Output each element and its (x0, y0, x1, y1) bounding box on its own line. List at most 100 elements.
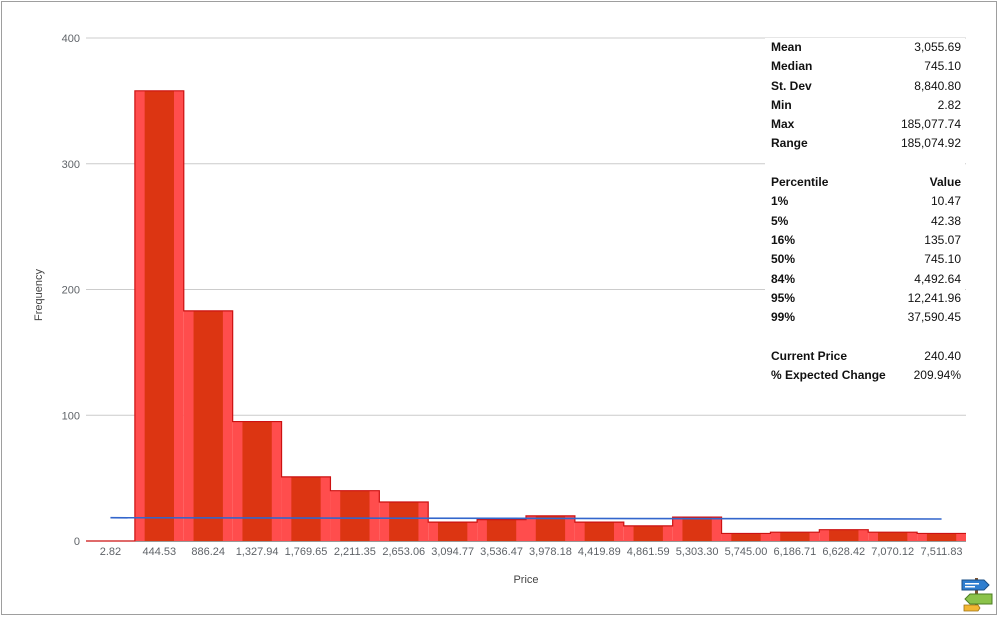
stat-value: 12,241.96 (907, 290, 961, 305)
x-tick-label: 3,094.77 (431, 546, 474, 558)
y-tick-label: 300 (62, 159, 80, 171)
x-tick-label: 1,327.94 (236, 546, 279, 558)
bar-inner (340, 490, 370, 541)
x-tick-label: 7,070.12 (871, 546, 914, 558)
percentile-stats: 1% 10.47 5% 42.38 16% 135.07 50% 745.10 84% 4,492… (765, 192, 965, 327)
x-tick-label: 1,769.65 (285, 546, 328, 558)
bar-inner (291, 476, 321, 541)
stat-row: 5% 42.38 (765, 212, 965, 231)
stat-label: St. Dev (771, 78, 812, 93)
stat-value: 240.40 (924, 348, 961, 363)
stat-row: Range 185,074.92 (765, 134, 965, 153)
stat-value: 10.47 (930, 194, 961, 209)
bar-inner (438, 522, 468, 541)
stat-row: Min 2.82 (765, 96, 965, 115)
x-tick-label: 5,303.30 (676, 546, 719, 558)
x-tick-label: 3,536.47 (480, 546, 523, 558)
bar-inner (633, 525, 663, 541)
signpost-logo (961, 578, 993, 612)
stat-row: % Expected Change 209.94% (765, 366, 965, 385)
bar-inner (878, 532, 908, 541)
x-tick-label: 6,628.42 (822, 546, 865, 558)
bar-inner (535, 515, 566, 541)
y-tick-labels: 0 100 200 300 400 (62, 33, 80, 548)
stat-value: 37,590.45 (907, 310, 961, 325)
stat-value: 185,077.74 (900, 117, 961, 132)
stat-value: 745.10 (924, 59, 961, 74)
bar-inner (780, 532, 810, 541)
stat-label: 95% (771, 290, 796, 305)
stat-value: 2.82 (937, 97, 961, 112)
stat-row: St. Dev 8,840.80 (765, 77, 965, 96)
bar-inner (486, 519, 517, 541)
stat-label: Current Price (771, 348, 848, 363)
stat-value: 185,074.92 (900, 136, 961, 151)
stat-row: 1% 10.47 (765, 192, 965, 211)
y-tick-label: 100 (62, 410, 80, 422)
stat-row: Max 185,077.74 (765, 115, 965, 134)
x-tick-labels: 2.82 444.53 886.24 1,327.94 1,769.65 2,211.35… (100, 546, 963, 558)
trend-line (110, 516, 942, 520)
stat-label: 99% (771, 310, 796, 325)
x-tick-label: 444.53 (143, 546, 177, 558)
x-tick-label: 2,211.35 (334, 546, 376, 558)
percentile-header: Percentile Value (765, 173, 965, 192)
x-tick-label: 2.82 (100, 546, 121, 558)
percentile-header-value: Value (929, 175, 961, 190)
stat-label: Min (771, 97, 792, 112)
stat-row: 16% 135.07 (765, 231, 965, 250)
x-tick-label: 886.24 (191, 546, 225, 558)
bars (86, 90, 966, 542)
x-tick-label: 6,186.71 (773, 546, 816, 558)
stat-label: Median (771, 59, 813, 74)
x-axis-title: Price (513, 574, 538, 586)
stat-value: 135.07 (924, 232, 961, 247)
y-tick-label: 0 (74, 536, 80, 548)
x-tick-label: 5,745.00 (725, 546, 768, 558)
stat-row: 95% 12,241.96 (765, 289, 965, 308)
stat-label: Mean (771, 40, 802, 54)
stat-value: 745.10 (924, 252, 961, 267)
stat-value: 42.38 (930, 213, 961, 228)
bar-inner (389, 502, 419, 541)
x-tick-label: 4,861.59 (627, 546, 670, 558)
stat-label: 50% (771, 252, 796, 267)
bar-inner (584, 522, 614, 541)
bar-inner (682, 517, 712, 541)
stat-row: 84% 4,492.64 (765, 270, 965, 289)
stat-label: 1% (771, 194, 789, 209)
y-tick-label: 200 (62, 285, 80, 297)
bar-inner (926, 533, 957, 541)
bar-inner (731, 533, 761, 541)
fit-line (110, 516, 942, 520)
stat-row: Median 745.10 (765, 57, 965, 76)
stat-label: 5% (771, 213, 789, 228)
x-tick-label: 7,511.83 (921, 546, 963, 558)
bar-inner (829, 529, 859, 541)
price-stats: Current Price 240.40 % Expected Change 209.… (765, 347, 965, 386)
bar-inner (242, 421, 272, 541)
summary-stats: Mean 3,055.69 Median 745.10 St. Dev 8,840.80 M… (765, 38, 965, 154)
stat-value: 4,492.64 (914, 271, 961, 286)
stat-label: % Expected Change (771, 368, 886, 383)
stat-label: 16% (771, 232, 796, 247)
stat-row: Current Price 240.40 (765, 347, 965, 366)
stat-label: Max (771, 117, 795, 132)
x-tick-label: 2,653.06 (382, 546, 425, 558)
y-tick-label: 400 (62, 33, 80, 45)
stat-label: Range (771, 136, 808, 151)
bar-inner (193, 310, 223, 541)
stat-value: 8,840.80 (914, 78, 961, 93)
percentile-header-label: Percentile (771, 175, 829, 190)
stat-row: 50% 745.10 (765, 250, 965, 269)
stat-value: 209.94% (913, 368, 961, 383)
y-axis-title: Frequency (33, 269, 45, 321)
stats-panel: Mean 3,055.69 Median 745.10 St. Dev 8,840.80 M… (765, 38, 965, 386)
stat-row: Mean 3,055.69 (765, 38, 965, 57)
stat-value: 3,055.69 (914, 40, 961, 54)
bar-inner (144, 90, 174, 541)
stat-row: 99% 37,590.45 (765, 308, 965, 327)
x-tick-label: 4,419.89 (578, 546, 621, 558)
stat-label: 84% (771, 271, 796, 286)
